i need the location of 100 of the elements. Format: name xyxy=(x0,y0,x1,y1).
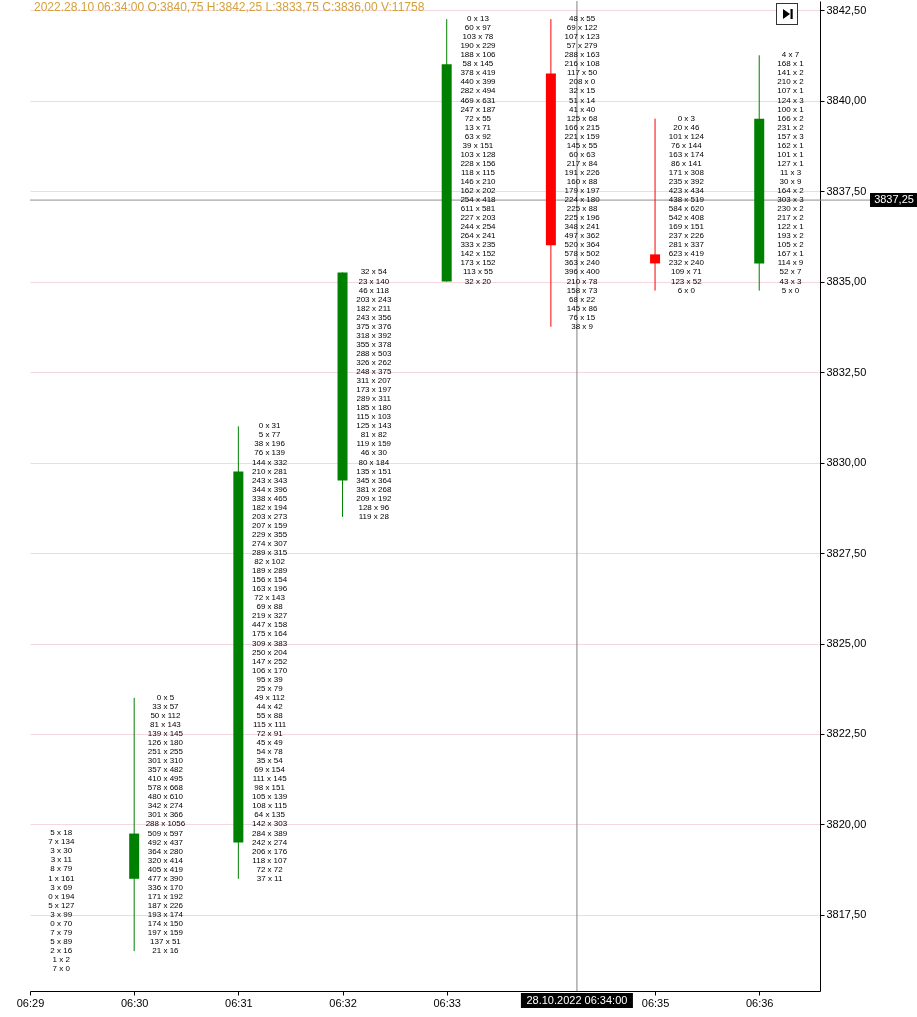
annotation: 469 x 631 xyxy=(460,95,497,105)
annotation: 210 x 2 xyxy=(777,77,805,87)
annotation: 219 x 327 xyxy=(252,611,288,621)
annotation: 76 x 144 xyxy=(670,140,703,150)
annotation: 32 x 15 xyxy=(569,86,596,96)
annotation: 378 x 419 xyxy=(460,68,497,78)
annotation: 509 x 597 xyxy=(147,828,184,838)
x-tick-label: 06:33 xyxy=(433,996,461,1009)
annotation: 288 x 163 xyxy=(564,50,601,60)
annotation: 288 x 503 xyxy=(356,348,392,358)
annotation: 76 x 139 xyxy=(254,448,286,458)
annotation: 72 x 91 xyxy=(256,729,284,738)
candlestick xyxy=(650,118,661,292)
annotation: 137 x 51 xyxy=(150,937,182,947)
annotation: 282 x 494 xyxy=(460,86,497,96)
annotation: 3 x 30 xyxy=(50,846,73,856)
annotation: 3 x 69 xyxy=(50,882,73,892)
annotation: 156 x 154 xyxy=(252,575,288,585)
annotation: 584 x 620 xyxy=(668,204,705,214)
x-tick-label: 06:31 xyxy=(225,996,253,1009)
annotation: 318 x 392 xyxy=(356,330,392,340)
annotation: 11 x 3 xyxy=(779,167,802,177)
annotation: 363 x 240 xyxy=(564,258,601,268)
annotation: 33 x 57 xyxy=(152,701,180,711)
y-tick-label: 3830,00 xyxy=(826,456,867,469)
y-tick-label: 3832,50 xyxy=(826,365,867,378)
annotation: 189 x 289 xyxy=(252,566,288,576)
annotation: 244 x 254 xyxy=(460,222,497,232)
annotation: 182 x 211 xyxy=(356,303,392,313)
annotation: 0 x 13 xyxy=(467,14,490,24)
annotation: 101 x 1 xyxy=(777,149,805,159)
annotation: 142 x 152 xyxy=(460,249,497,259)
annotation: 578 x 502 xyxy=(564,249,601,259)
annotation: 344 x 396 xyxy=(252,484,288,494)
annotation: 25 x 79 xyxy=(256,683,284,693)
annotation: 82 x 102 xyxy=(254,557,286,567)
annotation: 55 x 88 xyxy=(256,710,284,720)
annotation: 45 x 49 xyxy=(256,738,284,748)
annotation: 203 x 273 xyxy=(252,511,288,521)
annotation: 13 x 71 xyxy=(464,122,492,132)
annotation: 333 x 235 xyxy=(460,240,497,250)
annotation: 375 x 376 xyxy=(356,321,392,331)
annotation: 37 x 11 xyxy=(256,873,283,883)
annotation: 216 x 108 xyxy=(564,59,601,69)
x-tick-label: 06:29 xyxy=(16,996,45,1009)
annotation: 4 x 7 xyxy=(781,50,800,60)
annotation: 264 x 241 xyxy=(460,231,497,241)
annotation: 171 x 308 xyxy=(668,167,705,177)
annotation: 80 x 184 xyxy=(358,457,390,467)
annotation: 117 x 50 xyxy=(567,68,598,78)
annotation: 301 x 310 xyxy=(147,756,184,766)
annotation: 69 x 122 xyxy=(566,23,599,33)
ref-line-label: 28.10.2022 06:34:00 xyxy=(526,994,628,1006)
annotation: 168 x 1 xyxy=(777,59,805,69)
annotation: 250 x 204 xyxy=(252,647,288,657)
annotation: 336 x 170 xyxy=(147,882,184,892)
annotation: 284 x 389 xyxy=(252,828,288,838)
annotation: 167 x 1 xyxy=(777,249,805,259)
annotation: 107 x 1 xyxy=(777,86,805,96)
annotation: 162 x 202 xyxy=(460,186,497,196)
annotation: 190 x 229 xyxy=(460,41,497,51)
annotation: 60 x 63 xyxy=(569,149,596,159)
annotation: 68 x 22 xyxy=(569,294,596,304)
annotation: 32 x 54 xyxy=(360,267,388,277)
annotation: 242 x 274 xyxy=(252,837,288,847)
annotation: 191 x 226 xyxy=(564,167,601,177)
annotation: 197 x 159 xyxy=(147,928,184,938)
annotation: 20 x 46 xyxy=(673,122,700,132)
annotation: 122 x 1 xyxy=(777,222,805,232)
annotation: 5 x 89 xyxy=(50,936,73,946)
annotation: 217 x 84 xyxy=(566,158,599,168)
annotation: 169 x 151 xyxy=(668,222,705,232)
annotation: 309 x 383 xyxy=(252,638,288,648)
annotation: 125 x 143 xyxy=(356,421,392,431)
annotation: 289 x 311 xyxy=(356,394,392,404)
annotation: 160 x 88 xyxy=(566,176,599,186)
annotation: 440 x 399 xyxy=(460,77,497,87)
annotation: 0 x 3 xyxy=(677,113,696,123)
annotation: 111 x 145 xyxy=(252,774,288,784)
annotation: 237 x 226 xyxy=(668,231,705,241)
annotation: 320 x 414 xyxy=(147,855,184,865)
annotation: 163 x 174 xyxy=(668,149,705,159)
annotation: 355 x 378 xyxy=(356,339,392,349)
annotation: 173 x 197 xyxy=(356,385,392,395)
annotation: 95 x 39 xyxy=(256,674,284,684)
annotation: 171 x 192 xyxy=(147,891,184,901)
y-tick-label: 3825,00 xyxy=(826,637,867,649)
annotation: 125 x 68 xyxy=(566,113,599,123)
annotation: 0 x 194 xyxy=(48,891,75,901)
annotation: 157 x 3 xyxy=(777,131,805,141)
annotation: 3 x 11 xyxy=(50,855,73,865)
annotation: 227 x 203 xyxy=(460,213,497,223)
annotation: 0 x 31 xyxy=(258,421,282,431)
annotation: 235 x 392 xyxy=(668,176,705,186)
annotation: 126 x 180 xyxy=(147,738,184,748)
annotation: 164 x 2 xyxy=(777,186,805,196)
annotation: 118 x 115 xyxy=(460,167,496,177)
annotation: 30 x 9 xyxy=(779,176,802,186)
y-tick-label: 3842,50 xyxy=(826,3,867,16)
annotation: 210 x 281 xyxy=(252,466,288,476)
